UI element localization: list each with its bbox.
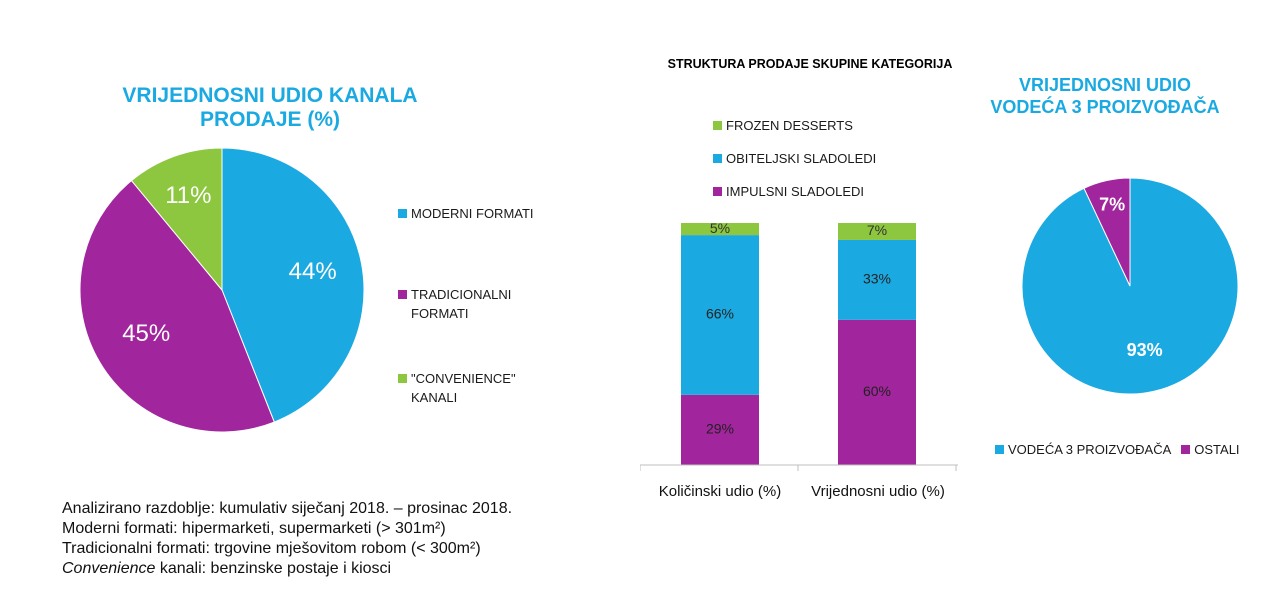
legend-swatch [398,209,407,218]
legend-label: TRADICIONALNI FORMATI [411,287,512,321]
legend-item-obiteljski: OBITELJSKI SLADOLEDI [713,149,933,168]
legend-item-impulsni: IMPULSNI SLADOLEDI [713,182,933,201]
bar-segment [838,239,916,320]
footnotes: Analizirano razdoblje: kumulativ siječan… [62,499,662,579]
note-modern: Moderni formati: hipermarketi, supermark… [62,520,446,537]
pie-data-label: 7% [1099,195,1125,215]
legend-item-moderni: MODERNI FORMATI [398,204,558,223]
note-period: Analizirano razdoblje: kumulativ siječan… [62,500,513,517]
bar-data-label: 66% [706,306,734,322]
bar-data-label: 60% [863,383,891,399]
bar-segment [681,394,759,465]
bar-legend: FROZEN DESSERTS OBITELJSKI SLADOLEDI IMP… [713,116,933,201]
legend-label: MODERNI FORMATI [411,206,534,221]
bar-data-label: 5% [710,220,730,236]
legend-label: FROZEN DESSERTS [726,118,853,133]
bar-segment [838,319,916,465]
pie-slice [130,148,223,292]
bar-chart-title: STRUKTURA PRODAJE SKUPINE KATEGORIJA [667,57,953,71]
pie2-chart: 93% 7% [1022,178,1238,394]
pie-data-label: 11% [165,182,211,209]
legend-swatch [713,154,722,163]
pie1-chart: 44% 45% 11% [80,148,364,432]
pie-data-label: 45% [122,320,170,347]
pie2-legend: VODEĆA 3 PROIZVOĐAČA OSTALI [995,440,1240,459]
legend-label: IMPULSNI SLADOLEDI [726,184,864,199]
pie1-legend-3: "CONVENIENCE" KANALI [398,369,548,407]
pie-slice [1083,178,1131,287]
note-traditional: Tradicionalni formati: trgovine mješovit… [62,540,481,557]
legend-swatch [1181,445,1191,454]
legend-swatch [398,374,407,383]
legend-swatch [713,121,722,130]
legend-label: OBITELJSKI SLADOLEDI [726,151,877,166]
pie-data-label: 44% [289,258,337,285]
legend-item-tradicionalni: TRADICIONALNI FORMATI [398,285,548,323]
stacked-bar-chart: 29% 66% 5% 60% 33% 7% [640,220,958,471]
bar-data-label: 7% [867,222,887,238]
legend-label: "CONVENIENCE" KANALI [411,371,516,405]
pie1-title: VRIJEDNOSNI UDIO KANALA PRODAJE (%) [122,84,418,131]
pie1-legend: MODERNI FORMATI [398,204,558,223]
pie2-title: VRIJEDNOSNI UDIO VODEĆA 3 PROIZVOĐAČA [990,75,1220,117]
legend-item-vodeca: VODEĆA 3 PROIZVOĐAČA [995,440,1171,459]
bar-data-label: 29% [706,421,734,437]
legend-label: OSTALI [1194,442,1240,457]
bar-segment [681,223,759,236]
legend-item-frozen: FROZEN DESSERTS [713,116,933,135]
bar-segment [681,235,759,395]
legend-swatch [398,290,407,299]
pie-slice [80,179,275,432]
note-convenience-rest: kanali: benzinske postaje i kiosci [155,560,392,577]
legend-swatch [995,445,1004,454]
bar-data-label: 33% [863,271,891,287]
legend-item-ostali: OSTALI [1181,440,1240,459]
legend-swatch [713,187,722,196]
note-convenience-italic: Convenience [62,560,156,577]
pie1-legend-2: TRADICIONALNI FORMATI [398,285,548,323]
bar-segment [838,223,916,240]
legend-item-convenience: "CONVENIENCE" KANALI [398,369,548,407]
note-convenience: Convenience kanali: benzinske postaje i … [62,559,662,579]
x-category-label: Vrijednosni udio (%) [811,483,945,500]
x-category-label: Količinski udio (%) [658,483,782,500]
legend-label: VODEĆA 3 PROIZVOĐAČA [1008,442,1172,457]
pie-slice [221,148,364,423]
pie-data-label: 93% [1127,340,1163,360]
